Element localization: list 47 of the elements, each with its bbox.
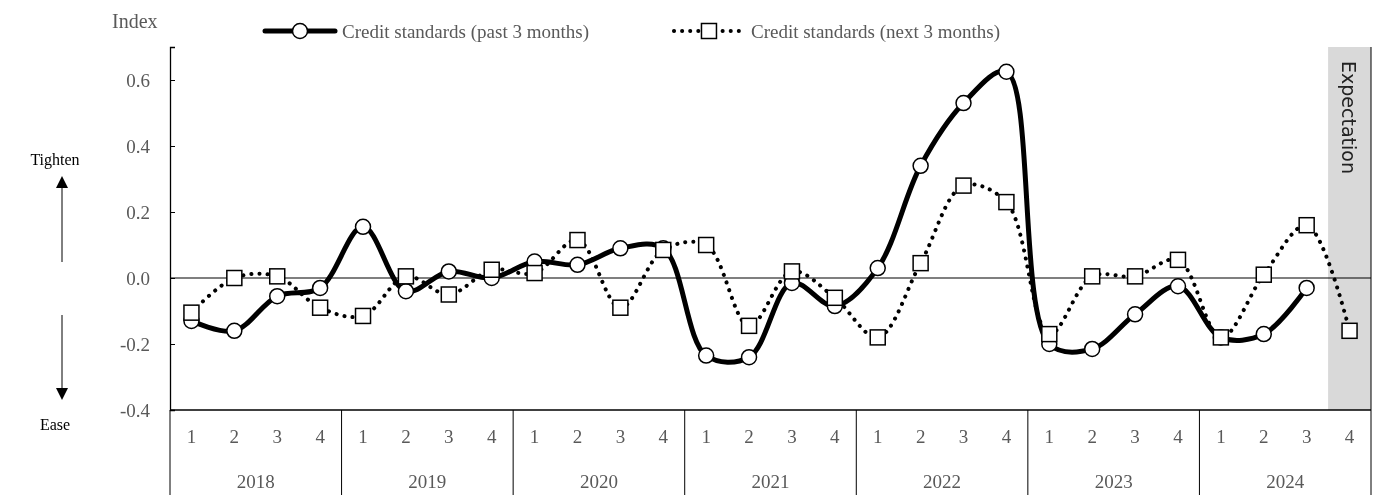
x-tick-label: 2	[915, 426, 926, 448]
legend-label: Credit standards (next 3 months)	[750, 21, 1001, 43]
x-tick-label: 2	[229, 426, 240, 448]
x-tick-label: 1	[186, 426, 197, 448]
x-tick-label: 3	[1130, 426, 1140, 448]
x-tick-label: 2	[1259, 426, 1269, 448]
x-tick-label: 3	[272, 426, 282, 448]
x-tick-label: 4	[1173, 426, 1184, 448]
x-tick-label: 2	[572, 426, 583, 448]
y-axis-title: Index	[112, 10, 158, 32]
x-tick-label: 2	[1087, 426, 1097, 448]
x-tick-label: 4	[1344, 426, 1355, 448]
x-tick-label: 1	[1216, 426, 1226, 448]
y-tick-label: 0.4	[126, 135, 151, 157]
x-tick-label: 4	[1001, 426, 1012, 448]
text: 2023	[1094, 471, 1133, 492]
x-tick-label: 3	[958, 426, 969, 448]
x-tick-label: 1	[1044, 426, 1055, 448]
x-tick-label: 3	[444, 426, 454, 448]
text: 2020	[579, 471, 618, 492]
annotation: Expectation	[1337, 61, 1360, 174]
x-tick-label: 2	[744, 426, 754, 448]
x-tick-label: 1	[358, 426, 368, 448]
x-tick-label: 4	[315, 426, 326, 448]
x-tick-label: 4	[486, 426, 497, 448]
x-tick-label: 3	[1301, 426, 1312, 448]
y-tick-label: -0.2	[119, 333, 150, 355]
text: 2019	[408, 471, 447, 492]
x-tick-label: 3	[615, 426, 626, 448]
x-tick-label: 1	[529, 426, 540, 448]
y-tick-label: -0.4	[119, 399, 151, 421]
legend-label: Credit standards (past 3 months)	[342, 21, 589, 43]
text: 2018	[236, 471, 275, 492]
text: 2021	[751, 471, 790, 492]
x-tick-label: 1	[872, 426, 883, 448]
x-tick-label: 3	[787, 426, 797, 448]
x-tick-label: 1	[701, 426, 711, 448]
y-tick-label: 0.6	[126, 69, 150, 91]
x-tick-label: 4	[830, 426, 841, 448]
text: 2022	[923, 471, 962, 492]
y-tick-label: 0.2	[126, 201, 150, 223]
x-tick-label: 2	[401, 426, 411, 448]
text: 2024	[1266, 471, 1305, 492]
text: Tighten	[30, 151, 80, 169]
text: Ease	[39, 416, 71, 433]
x-tick-label: 4	[658, 426, 669, 448]
y-tick-label: 0.0	[126, 267, 150, 289]
